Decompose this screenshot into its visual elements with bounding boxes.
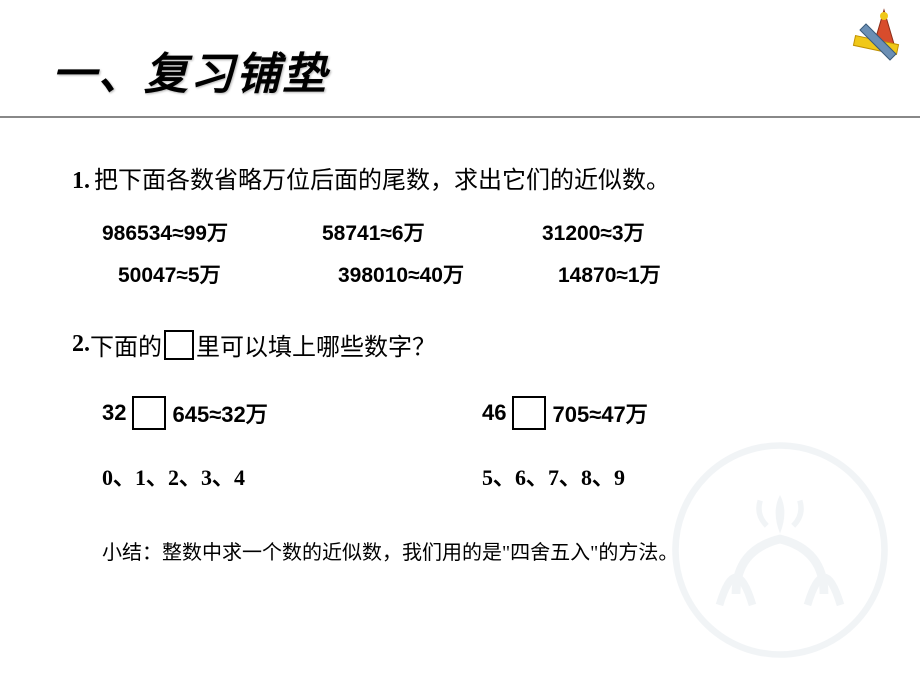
question-2: 2. 下面的 里可以填上哪些数字？ 32 645≈32万 46 705≈47万 … <box>72 327 872 565</box>
q1-label: 1. <box>72 168 90 194</box>
q1-text: 把下面各数省略万位后面的尾数，求出它们的近似数。 <box>94 168 670 194</box>
question-1: 1. 把下面各数省略万位后面的尾数，求出它们的近似数。 <box>72 160 872 195</box>
approx-cell: 14870≈1万 <box>558 259 778 289</box>
divider-line <box>0 116 920 118</box>
approx-cell: 58741≈6万 <box>322 217 542 247</box>
f1-after: 645≈32万 <box>172 397 267 429</box>
answer-1: 0、1、2、3、4 <box>102 460 482 492</box>
approx-cell: 398010≈40万 <box>338 259 558 289</box>
blank-box-icon <box>132 396 166 430</box>
summary-text: 小结：整数中求一个数的近似数，我们用的是"四舍五入"的方法。 <box>102 536 872 565</box>
answer-2: 5、6、7、8、9 <box>482 460 625 492</box>
blank-box-icon <box>512 396 546 430</box>
blank-box-icon <box>164 330 194 360</box>
q2-label: 2. <box>72 331 90 358</box>
q1-answers-row1: 986534≈99万 58741≈6万 31200≈3万 <box>102 217 872 247</box>
approx-cell: 31200≈3万 <box>542 217 762 247</box>
q2-text-before: 下面的 <box>90 327 162 362</box>
q2-fill-row: 32 645≈32万 46 705≈47万 <box>102 396 872 430</box>
q2-text-after: 里可以填上哪些数字？ <box>196 327 436 362</box>
approx-cell: 986534≈99万 <box>102 217 322 247</box>
approx-cell: 50047≈5万 <box>118 259 338 289</box>
corner-tools-icon <box>846 4 906 64</box>
content-area: 1. 把下面各数省略万位后面的尾数，求出它们的近似数。 986534≈99万 5… <box>72 160 872 565</box>
f1-before: 32 <box>102 400 126 426</box>
fill-group-2: 46 705≈47万 <box>482 396 648 430</box>
q1-answers-row2: 50047≈5万 398010≈40万 14870≈1万 <box>118 259 872 289</box>
f2-before: 46 <box>482 400 506 426</box>
section-title: 一、复习铺垫 <box>52 38 328 102</box>
q2-answers-row: 0、1、2、3、4 5、6、7、8、9 <box>102 460 872 492</box>
f2-after: 705≈47万 <box>552 397 647 429</box>
fill-group-1: 32 645≈32万 <box>102 396 482 430</box>
